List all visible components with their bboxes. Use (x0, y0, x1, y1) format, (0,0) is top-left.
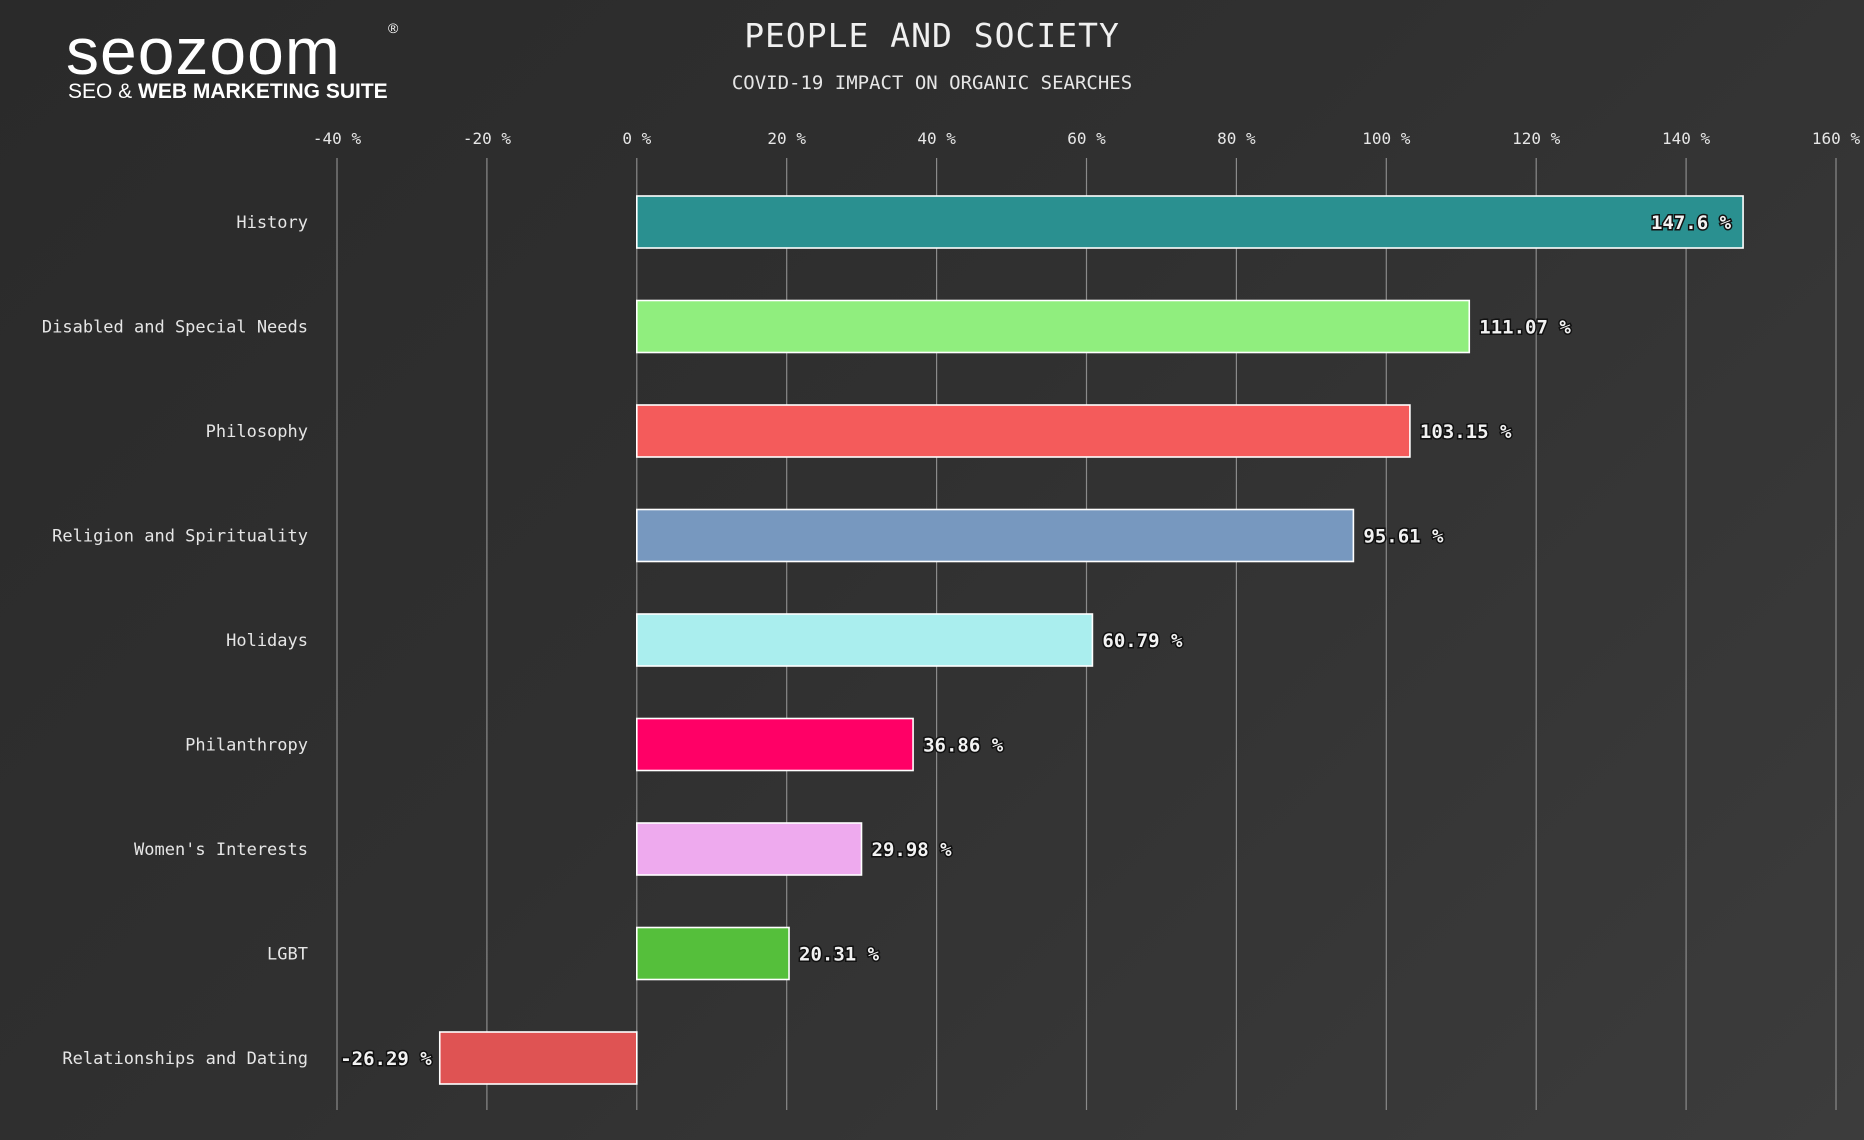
chart-title: PEOPLE AND SOCIETY (744, 16, 1120, 55)
x-tick-label: 100 % (1362, 129, 1411, 148)
logo-registered-mark: ® (388, 20, 399, 36)
x-tick-label: 20 % (767, 129, 806, 148)
value-label: 95.61 % (1363, 526, 1444, 548)
category-label: Philanthropy (185, 736, 308, 756)
category-labels: History Disabled and Special Needs Philoso… (42, 213, 308, 1069)
value-label: 20.31 % (799, 944, 880, 966)
x-tick-label: 80 % (1217, 129, 1256, 148)
bar (635, 613, 1094, 667)
value-label: 60.79 % (1102, 630, 1183, 652)
x-tick-label: 40 % (917, 129, 956, 148)
logo-tagline-bold: WEB MARKETING SUITE (138, 80, 388, 103)
bar (438, 1031, 638, 1085)
bar (635, 508, 1355, 563)
x-tick-label: -40 % (313, 129, 362, 148)
x-tick-label: 120 % (1512, 129, 1561, 148)
bar (635, 404, 1411, 458)
category-label: Women's Interests (134, 840, 308, 860)
logo-wordmark: seozoom (66, 14, 341, 88)
x-tick-label: 60 % (1067, 129, 1106, 148)
category-label: Philosophy (206, 422, 308, 442)
x-axis-ticks: -40 % -20 % 0 % 20 % 40 % 60 % 80 % 100 % 120 % 1… (313, 129, 1861, 148)
bar (635, 822, 863, 876)
x-tick-label: 140 % (1662, 129, 1711, 148)
value-label: 103.15 % (1420, 421, 1512, 443)
x-tick-label: -20 % (463, 129, 512, 148)
value-label: 147.6 % (1651, 212, 1732, 234)
seozoom-logo: seozoom ® SEO & WEB MARKETING SUITE (66, 18, 406, 104)
value-label: 111.07 % (1479, 317, 1571, 339)
x-tick-label: 0 % (622, 129, 651, 148)
logo-tagline: SEO & WEB MARKETING SUITE (68, 80, 388, 104)
category-label: Relationships and Dating (62, 1049, 308, 1069)
bar (635, 299, 1471, 354)
category-label: History (236, 213, 308, 233)
category-label: Disabled and Special Needs (42, 318, 308, 338)
value-label: 29.98 % (872, 839, 953, 861)
category-label: LGBT (267, 945, 308, 965)
logo-tagline-light: SEO & (68, 80, 139, 103)
category-label: Religion and Spirituality (52, 527, 308, 547)
value-labels: 147.6 % 111.07 % 103.15 % 95.61 % 60.79 % 36.… (339, 211, 1733, 1072)
value-label: -26.29 % (340, 1048, 432, 1070)
x-tick-label: 160 % (1812, 129, 1861, 148)
bar (635, 926, 790, 981)
bar (635, 717, 914, 772)
bar (635, 195, 1744, 249)
category-label: Holidays (226, 631, 308, 651)
chart-subtitle: COVID-19 IMPACT ON ORGANIC SEARCHES (731, 72, 1133, 94)
value-label: 36.86 % (923, 735, 1004, 757)
bars (438, 195, 1744, 1085)
